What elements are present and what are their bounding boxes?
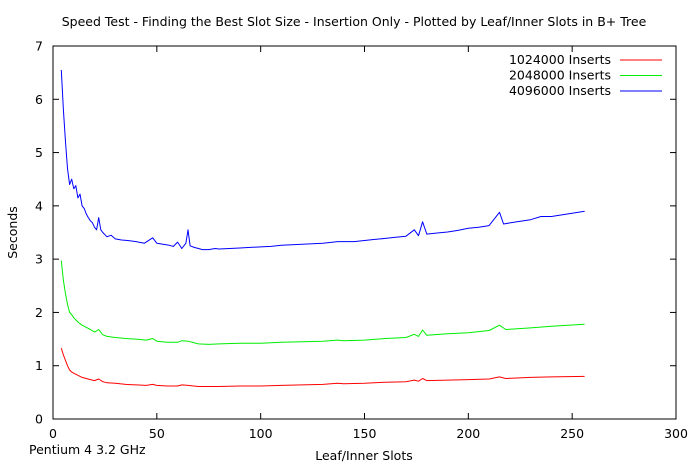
x-tick-label: 150 <box>353 426 377 441</box>
cpu-footnote: Pentium 4 3.2 GHz <box>29 442 146 457</box>
legend-label-1: 1024000 Inserts <box>509 52 611 67</box>
series-line-1 <box>60 347 585 387</box>
y-tick-label: 4 <box>35 198 43 213</box>
y-tick-label: 6 <box>35 92 43 107</box>
legend-label-2: 2048000 Inserts <box>509 68 611 83</box>
series-line-2 <box>60 260 585 345</box>
x-tick-label: 300 <box>664 426 688 441</box>
x-axis: 0 50 100 150 200 250 300 <box>49 46 688 441</box>
y-tick-label: 2 <box>35 305 43 320</box>
x-tick-label: 100 <box>249 426 273 441</box>
y-tick-label: 7 <box>35 39 43 54</box>
plot-frame <box>52 45 677 420</box>
y-axis-label: Seconds <box>5 206 20 259</box>
series-lines <box>60 69 585 387</box>
x-tick-label: 50 <box>149 426 165 441</box>
legend-label-3: 4096000 Inserts <box>509 83 611 98</box>
y-tick-label: 0 <box>35 412 43 427</box>
x-tick-label: 200 <box>456 426 480 441</box>
y-axis: 0 1 2 3 4 5 6 7 <box>35 39 676 427</box>
y-tick-label: 5 <box>35 145 43 160</box>
x-axis-label: Leaf/Inner Slots <box>315 448 413 463</box>
x-tick-label: 0 <box>49 426 57 441</box>
y-tick-label: 1 <box>35 358 43 373</box>
series-line-3 <box>60 69 585 251</box>
y-tick-label: 3 <box>35 252 43 267</box>
chart-title: Speed Test - Finding the Best Slot Size … <box>62 14 647 29</box>
x-tick-label: 250 <box>560 426 584 441</box>
